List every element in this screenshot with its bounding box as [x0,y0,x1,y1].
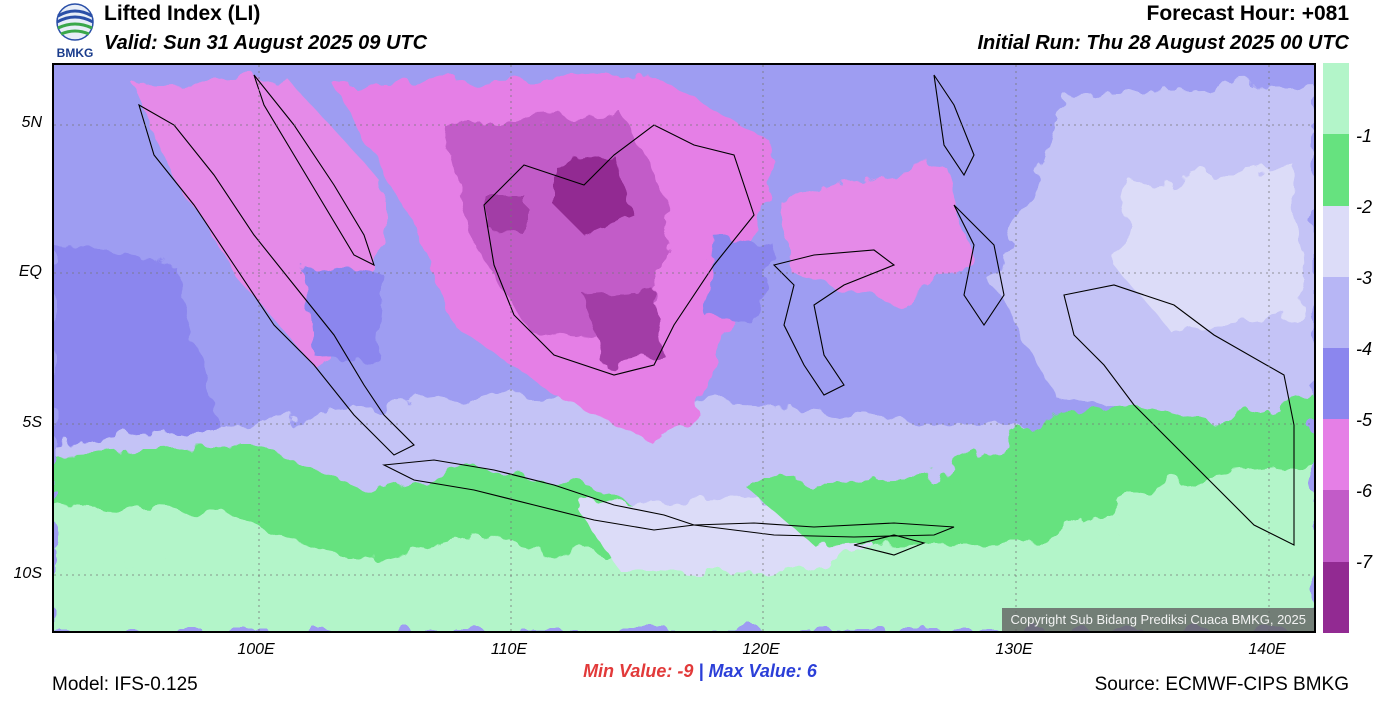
colorbar-label: -6 [1356,481,1373,501]
colorbar-segment [1323,63,1349,134]
field-dark-core-3 [484,195,524,235]
bmkg-logo: BMKG [52,2,98,60]
data-source: Source: ECMWF-CIPS BMKG [1094,674,1349,695]
lon-label-110e: 110E [490,641,528,658]
field-mint-far-south [54,535,1314,631]
colorbar-label: -2 [1356,197,1373,217]
initial-run: Initial Run: Thu 28 August 2025 00 UTC [977,32,1349,54]
graticule [54,65,1314,631]
copyright-note: Copyright Sub Bidang Prediksi Cuaca BMKG… [1002,608,1314,631]
colorbar-label: -3 [1356,268,1373,288]
field-mid-west [54,245,224,465]
colorbar-segment [1323,277,1349,348]
coast-nusa-tenggara [693,522,955,538]
coast-timor [853,534,926,556]
lat-label-5s: 5S [22,414,42,431]
lon-label-140e: 140E [1248,641,1286,658]
valid-time: Valid: Sun 31 August 2025 09 UTC [104,32,428,54]
logo-text: BMKG [56,46,94,60]
colorbar-segment [1323,348,1349,419]
coastlines [138,74,1295,556]
coast-borneo [483,124,755,376]
coast-malay-peninsula [253,74,375,267]
min-value-label: Min Value: [583,661,673,681]
colorbar-segment [1323,206,1349,277]
coast-philippines [933,74,975,177]
lon-label-100e: 100E [237,641,275,658]
field-green-islands [744,475,974,545]
colorbar-segment [1323,490,1349,562]
coast-sumatra [138,103,415,456]
field-pale-ne [1114,165,1304,335]
field-dark-core-2 [584,290,664,365]
colorbar [1323,63,1349,633]
field-pink-east [774,165,974,305]
coast-papua [1063,284,1295,546]
min-value: -9 [677,661,694,681]
coast-sulawesi [772,249,896,396]
coast-maluku [953,204,1005,326]
colorbar-label: -4 [1356,339,1373,359]
forecast-hour: Forecast Hour: +081 [1146,2,1350,25]
min-max-separator: | [698,661,704,681]
lifted-index-map[interactable]: Copyright Sub Bidang Prediksi Cuaca BMKG… [52,63,1316,633]
field-blue-patch-1 [704,235,774,325]
colorbar-segment [1323,134,1349,206]
max-value: 6 [806,661,817,681]
lat-label-eq: EQ [18,263,42,280]
colorbar-label: -7 [1356,552,1373,572]
lon-label-120e: 120E [742,641,780,658]
field-dark-core-1 [554,155,634,235]
colorbar-segment [1323,419,1349,490]
colorbar-label: -5 [1356,410,1373,430]
map-title: Lifted Index (LI) [104,2,261,25]
model-name: Model: IFS-0.125 [52,674,198,695]
lat-label-10s: 10S [13,565,42,582]
lon-label-130e: 130E [995,641,1033,658]
lat-label-5n: 5N [21,114,42,131]
colorbar-label: -1 [1356,126,1373,146]
min-max-values: Min Value: -9 | Max Value: 6 [0,661,1400,682]
field-blue-patch-2 [304,265,384,365]
max-value-label: Max Value: [708,661,802,681]
colorbar-segment [1323,562,1349,633]
